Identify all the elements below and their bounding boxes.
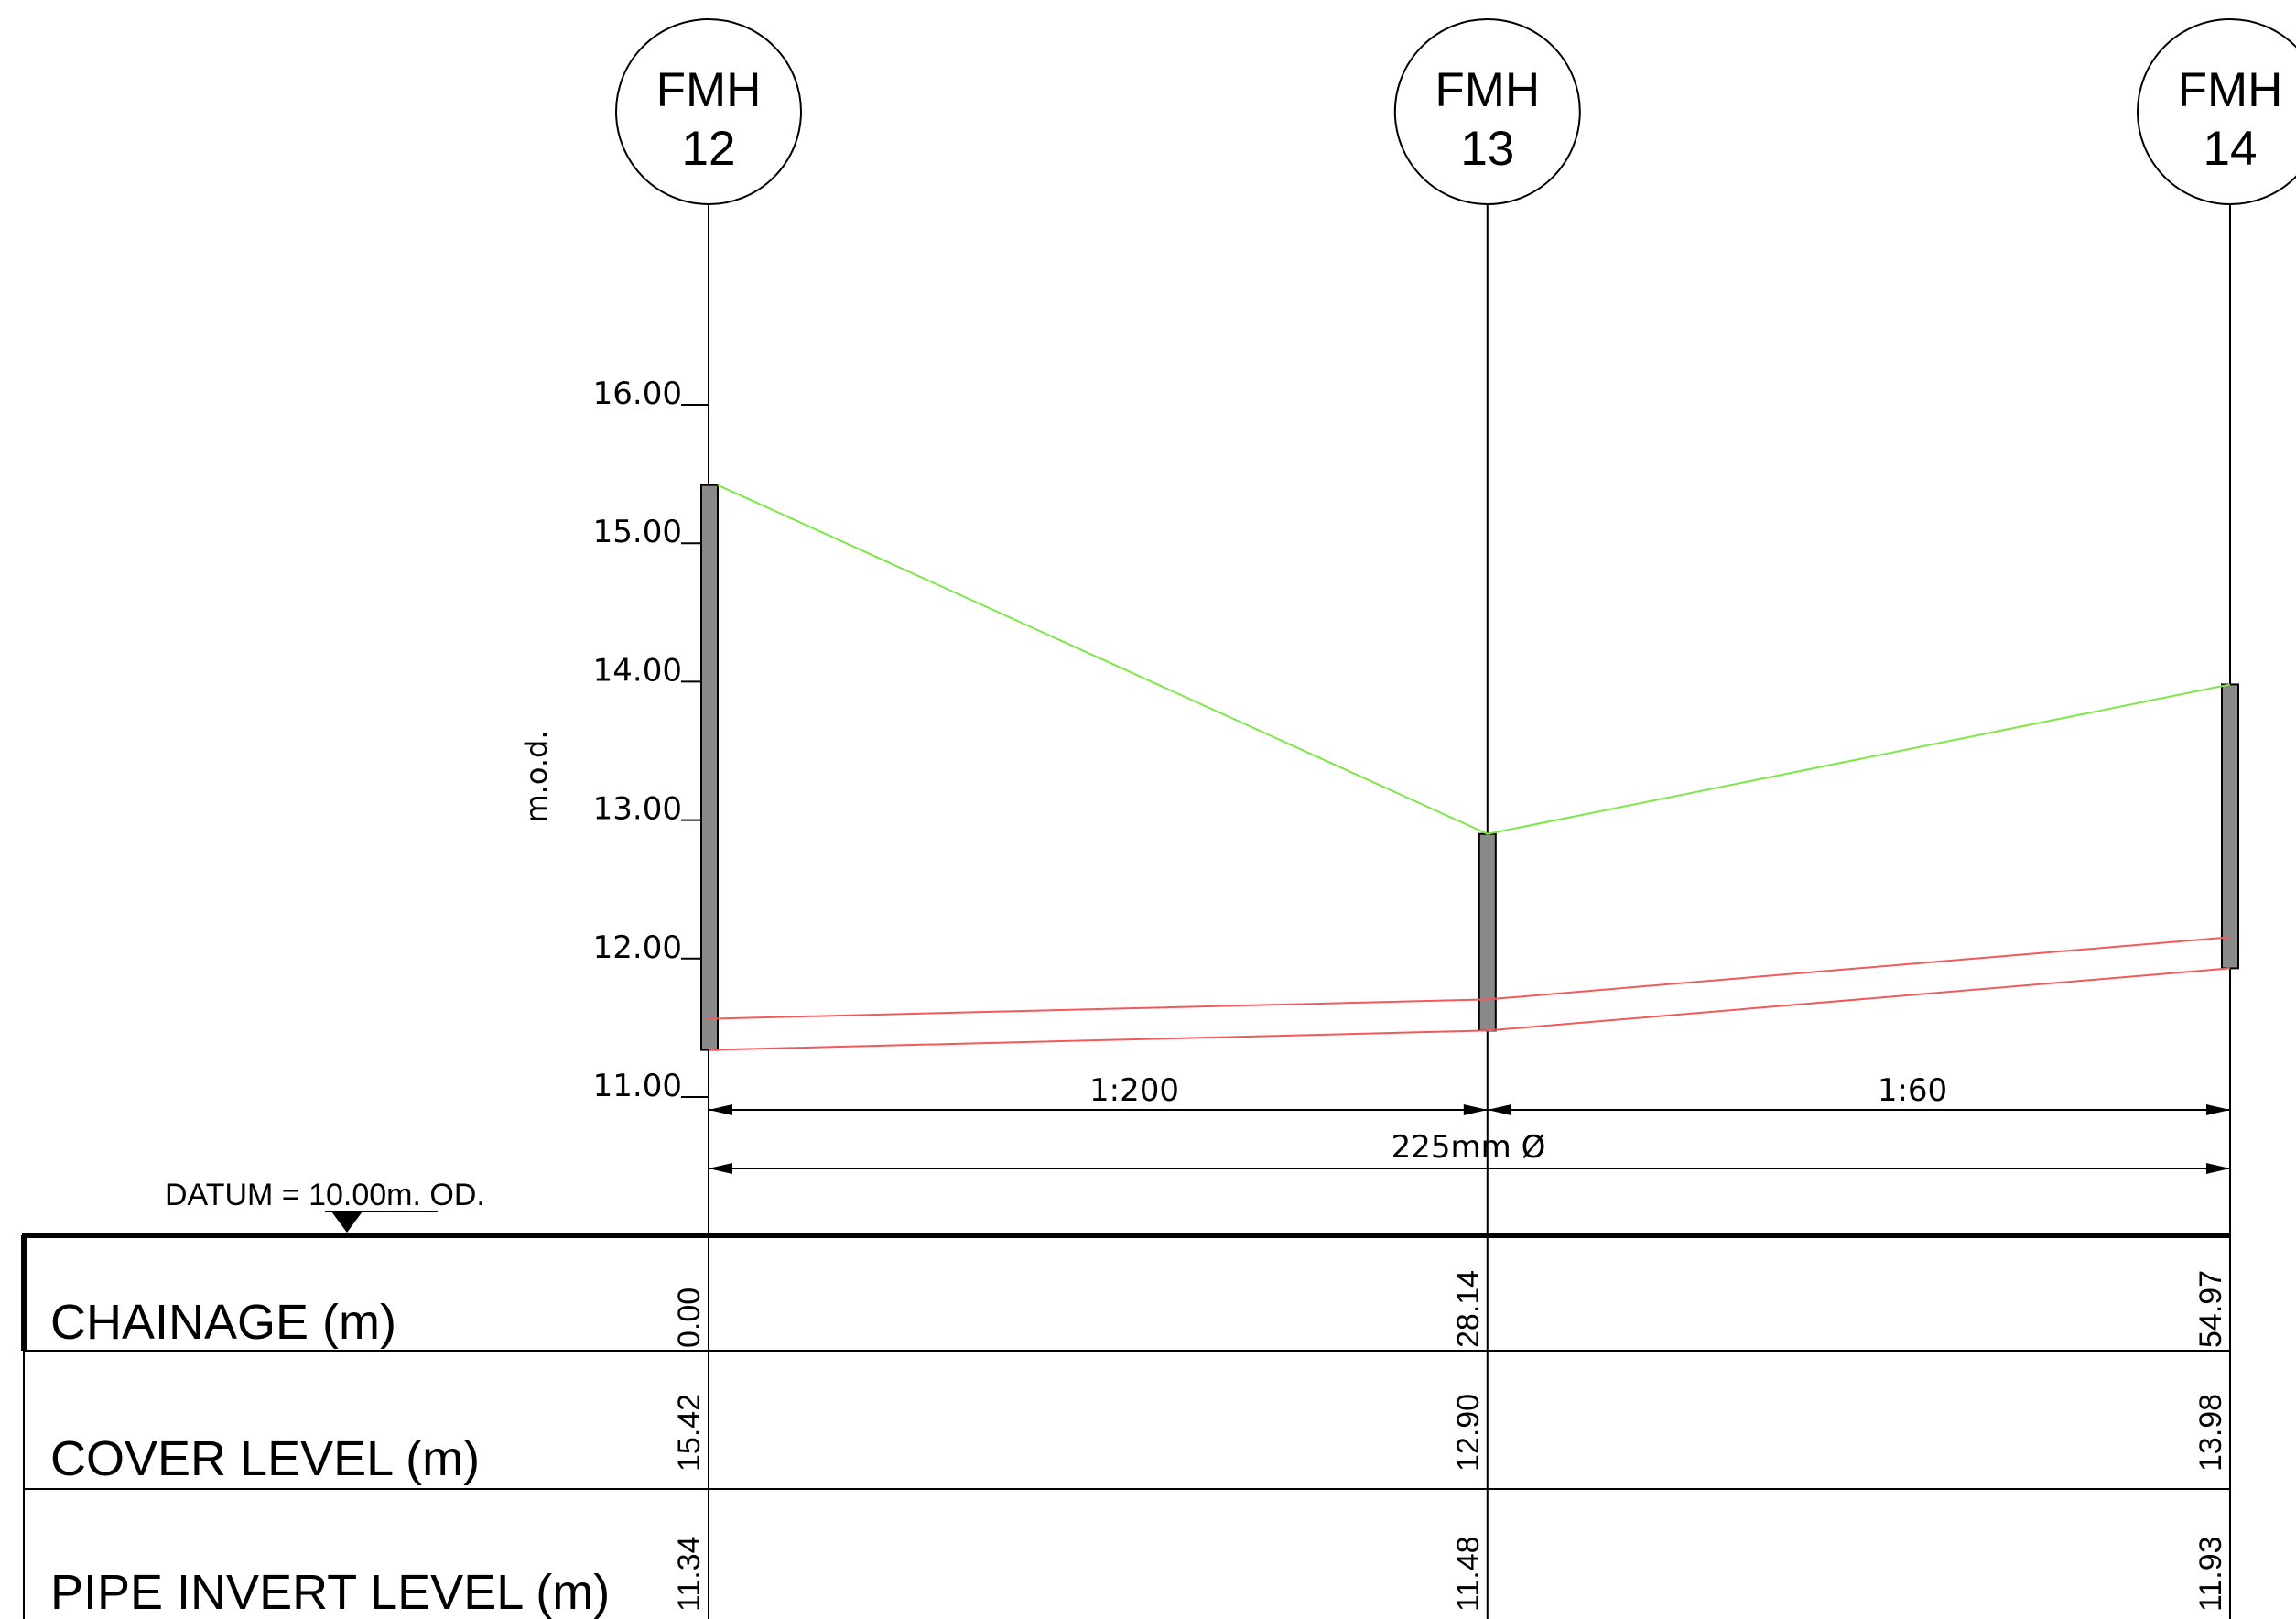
manhole-label-line1: FMH bbox=[656, 63, 762, 117]
elevation-axis-unit: m.o.d. bbox=[519, 730, 554, 822]
datum-label: DATUM = 10.00m. OD. bbox=[165, 1178, 485, 1212]
row-value-invert: 11.34 bbox=[672, 1536, 707, 1612]
dimension-arrow bbox=[1463, 1104, 1488, 1115]
pipe-soffit-line bbox=[708, 936, 2231, 1020]
elevation-tick-label: 16.00 bbox=[593, 375, 682, 412]
manhole-label-line2: 13 bbox=[1460, 122, 1514, 176]
row-label-cover-level: COVER LEVEL (m) bbox=[50, 1431, 480, 1486]
dimension-arrow bbox=[2206, 1163, 2230, 1174]
manhole-label-line2: 12 bbox=[682, 122, 736, 176]
pipe-size-label: 225mm Ø bbox=[1392, 1129, 1546, 1166]
manhole-chamber bbox=[2221, 683, 2239, 970]
row-value-cover: 15.42 bbox=[672, 1394, 707, 1472]
data-table: CHAINAGE (m) COVER LEVEL (m) PIPE INVERT… bbox=[21, 1233, 2230, 1619]
datum-triangle-icon bbox=[331, 1212, 363, 1233]
manhole-label-line2: 14 bbox=[2204, 122, 2258, 176]
cover-level-line bbox=[717, 484, 2231, 835]
dimension-arrow bbox=[709, 1163, 732, 1174]
dimension-arrow bbox=[709, 1104, 732, 1115]
dimension-arrow bbox=[1487, 1104, 1511, 1115]
dimension-lines: 1:200 1:60 225mm Ø bbox=[709, 1072, 2230, 1174]
manhole-circle bbox=[615, 18, 802, 205]
manhole-chamber bbox=[700, 484, 719, 1051]
dimension-arrow bbox=[2206, 1104, 2230, 1115]
elevation-tick-label: 11.00 bbox=[593, 1068, 682, 1104]
row-value-cover: 13.98 bbox=[2193, 1394, 2228, 1472]
manhole-label-line1: FMH bbox=[1435, 63, 1540, 117]
row-label-pipe-invert-level: PIPE INVERT LEVEL (m) bbox=[50, 1565, 610, 1619]
manhole-chamber bbox=[1478, 832, 1497, 1032]
row-value-invert: 11.93 bbox=[2193, 1536, 2228, 1612]
pipe-invert-line bbox=[708, 967, 2231, 1051]
manhole-circle bbox=[1393, 18, 1581, 205]
profile-lines bbox=[700, 484, 2239, 1051]
row-value-invert: 11.48 bbox=[1451, 1536, 1486, 1612]
elevation-tick-label: 12.00 bbox=[593, 929, 682, 966]
elevation-tick-label: 13.00 bbox=[593, 791, 682, 828]
elevation-axis: m.o.d. 11.00 12.00 13.00 14.00 15.00 16.00 bbox=[519, 375, 709, 1104]
row-label-chainage: CHAINAGE (m) bbox=[50, 1295, 396, 1350]
manhole-circle bbox=[2137, 18, 2296, 205]
elevation-tick-label: 14.00 bbox=[593, 652, 682, 689]
row-value-chainage: 0.00 bbox=[672, 1288, 707, 1348]
gradient-label-1: 1:200 bbox=[1089, 1072, 1179, 1109]
row-value-cover: 12.90 bbox=[1451, 1394, 1486, 1472]
row-value-chainage: 28.14 bbox=[1451, 1270, 1486, 1348]
datum-marker: DATUM = 10.00m. OD. bbox=[165, 1178, 485, 1233]
manhole-label-line1: FMH bbox=[2178, 63, 2283, 117]
elevation-tick-label: 15.00 bbox=[593, 514, 682, 550]
gradient-label-2: 1:60 bbox=[1878, 1072, 1947, 1109]
row-value-chainage: 54.97 bbox=[2193, 1270, 2228, 1348]
